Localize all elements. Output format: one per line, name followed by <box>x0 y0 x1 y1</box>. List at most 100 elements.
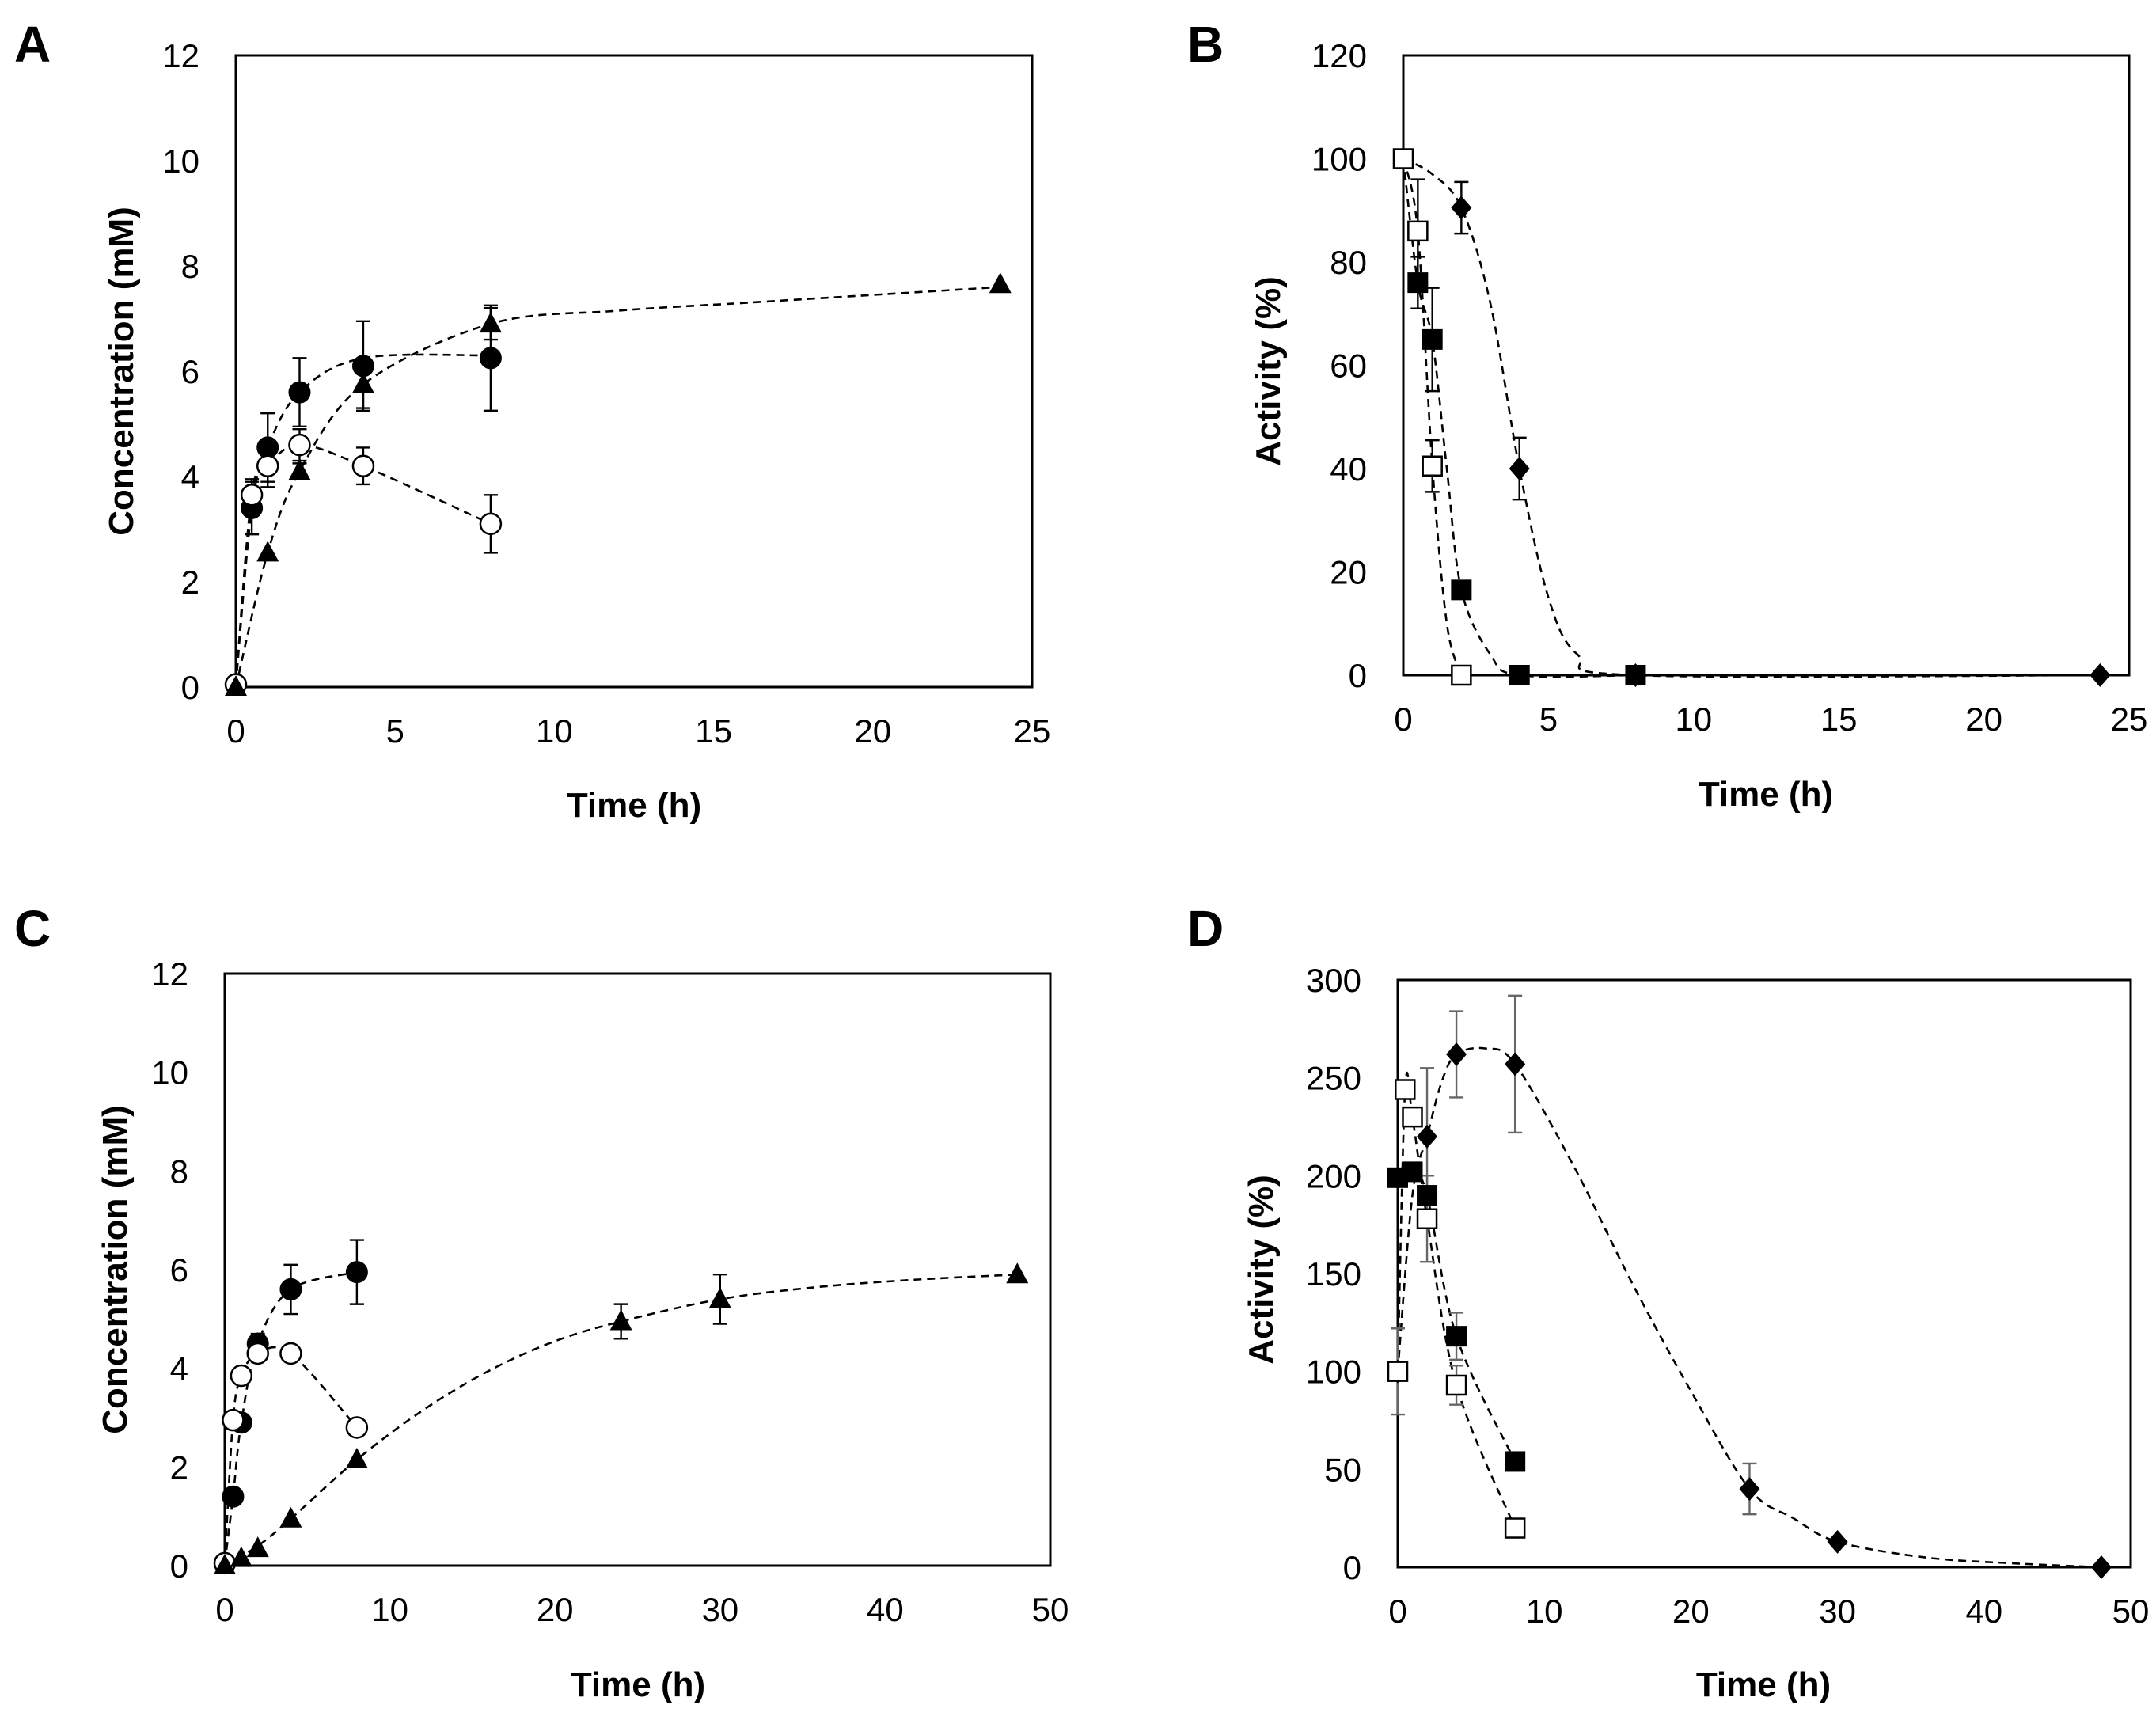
panel-b: B 0 5 10 15 20 25 0 20 40 60 80 100 120 Time (h) Act… <box>1187 16 2147 814</box>
y-tick-label: 0 <box>1349 657 1367 694</box>
data-point-a-2 <box>288 459 311 480</box>
data-point-a-1 <box>288 433 311 457</box>
data-point-c-2 <box>1006 1262 1029 1284</box>
x-tick-label: 0 <box>1394 701 1412 738</box>
x-tick-label: 5 <box>386 712 404 750</box>
fit-curves-b <box>1402 158 2101 678</box>
panel-c: C 0 10 20 30 40 50 0 2 4 6 8 10 12 Time (h) Concentr… <box>14 900 1069 1704</box>
x-tick-label: 10 <box>371 1591 408 1628</box>
data-point-b-2 <box>1422 455 1443 477</box>
data-point-d-0 <box>1827 1529 1848 1554</box>
data-points-b <box>1392 146 2111 687</box>
data-points-d <box>1387 994 2112 1579</box>
fit-curves-a <box>234 286 1000 688</box>
y-tick-label: 0 <box>170 1547 188 1585</box>
panel-letter-d: D <box>1187 900 1224 957</box>
y-tick-label: 0 <box>1343 1549 1361 1586</box>
tick-labels-c: 0 10 20 30 40 50 0 2 4 6 8 10 12 <box>151 955 1069 1628</box>
x-axis-title-d: Time (h) <box>1696 1665 1831 1704</box>
data-point-a-0 <box>288 381 311 404</box>
panel-letter-c: C <box>14 900 51 957</box>
x-tick-label: 20 <box>1965 701 2002 738</box>
data-point-a-1 <box>351 454 375 477</box>
data-point-d-1 <box>1402 1161 1423 1183</box>
x-tick-label: 50 <box>1032 1591 1069 1628</box>
y-tick-label: 60 <box>1330 347 1367 385</box>
data-point-d-2 <box>1416 1208 1438 1229</box>
y-tick-label: 10 <box>151 1054 188 1092</box>
fit-curve-a-1 <box>234 443 492 685</box>
y-tick-label: 6 <box>181 353 199 390</box>
x-tick-label: 10 <box>1526 1593 1563 1630</box>
data-point-c-2 <box>214 1554 236 1574</box>
data-point-d-2 <box>1395 1079 1416 1100</box>
y-axis-title-a: Concentration (mM) <box>102 207 141 536</box>
x-tick-label: 15 <box>1820 701 1858 738</box>
data-point-c-2 <box>246 1536 269 1558</box>
data-point-a-1 <box>256 454 279 477</box>
tick-labels-b: 0 5 10 15 20 25 0 20 40 60 80 100 120 <box>1311 37 2147 738</box>
data-points-a <box>224 272 1012 696</box>
plot-frame-b <box>1402 54 2131 677</box>
data-point-d-2 <box>1387 1361 1409 1382</box>
y-tick-label: 8 <box>181 248 199 285</box>
data-point-b-1 <box>1422 328 1443 350</box>
data-point-b-1 <box>1407 272 1429 294</box>
x-tick-label: 0 <box>1388 1593 1406 1630</box>
y-tick-label: 12 <box>151 955 188 993</box>
data-point-a-1 <box>240 484 264 507</box>
data-point-a-2 <box>256 541 279 562</box>
panel-d: D 0 10 20 30 40 50 0 50 100 150 200 250 300 Time (h)… <box>1187 900 2149 1704</box>
y-tick-label: 50 <box>1324 1451 1361 1488</box>
data-point-c-2 <box>279 1506 302 1528</box>
data-point-c-1 <box>345 1416 369 1439</box>
data-point-d-2 <box>1402 1106 1423 1128</box>
x-tick-label: 30 <box>1819 1593 1856 1630</box>
data-point-b-0 <box>2090 663 2111 687</box>
x-tick-label: 25 <box>2111 701 2148 738</box>
data-point-a-2 <box>351 372 374 393</box>
panel-a: A 0 5 10 15 20 25 0 2 4 6 8 10 12 Time (h) Concentra… <box>14 16 1050 825</box>
data-point-c-0 <box>222 1485 245 1508</box>
x-tick-label: 20 <box>854 712 891 750</box>
x-axis-title-c: Time (h) <box>571 1665 705 1704</box>
x-tick-label: 40 <box>1965 1593 2002 1630</box>
x-tick-label: 50 <box>2112 1593 2150 1630</box>
y-axis-title-c: Concentration (mM) <box>96 1105 135 1434</box>
y-tick-label: 12 <box>162 37 199 74</box>
y-axis-title-b: Activity (%) <box>1249 276 1288 466</box>
data-point-b-0 <box>1451 196 1472 220</box>
x-tick-label: 25 <box>1014 712 1051 750</box>
data-point-c-1 <box>222 1408 245 1432</box>
data-point-d-1 <box>1505 1451 1526 1472</box>
tick-labels-a: 0 5 10 15 20 25 0 2 4 6 8 10 12 <box>162 37 1050 750</box>
data-point-d-0 <box>1417 1124 1438 1149</box>
data-point-a-2 <box>989 272 1012 294</box>
y-tick-label: 100 <box>1306 1354 1361 1391</box>
y-tick-label: 8 <box>170 1152 188 1190</box>
fit-curve-d-0 <box>1396 1046 2102 1569</box>
data-point-c-2 <box>708 1287 731 1308</box>
data-point-d-0 <box>1739 1477 1760 1502</box>
data-point-a-2 <box>479 312 502 333</box>
plot-frame-c <box>223 972 1052 1567</box>
data-point-a-0 <box>479 347 502 370</box>
y-tick-label: 4 <box>170 1350 188 1388</box>
y-tick-label: 10 <box>162 142 199 180</box>
x-tick-label: 20 <box>537 1591 574 1628</box>
y-axis-title-d: Activity (%) <box>1242 1175 1281 1365</box>
x-tick-label: 20 <box>1672 1593 1710 1630</box>
x-tick-label: 10 <box>536 712 573 750</box>
data-point-b-2 <box>1407 220 1429 242</box>
panel-letter-b: B <box>1187 16 1224 73</box>
y-tick-label: 40 <box>1330 450 1367 488</box>
data-point-c-2 <box>230 1546 252 1567</box>
data-point-a-2 <box>225 675 247 696</box>
x-tick-label: 30 <box>701 1591 738 1628</box>
data-point-d-1 <box>1417 1185 1438 1206</box>
fit-curve-c-1 <box>223 1346 358 1563</box>
data-point-d-1 <box>1446 1326 1467 1347</box>
data-point-d-0 <box>1446 1042 1467 1066</box>
data-point-b-0 <box>1509 457 1530 480</box>
